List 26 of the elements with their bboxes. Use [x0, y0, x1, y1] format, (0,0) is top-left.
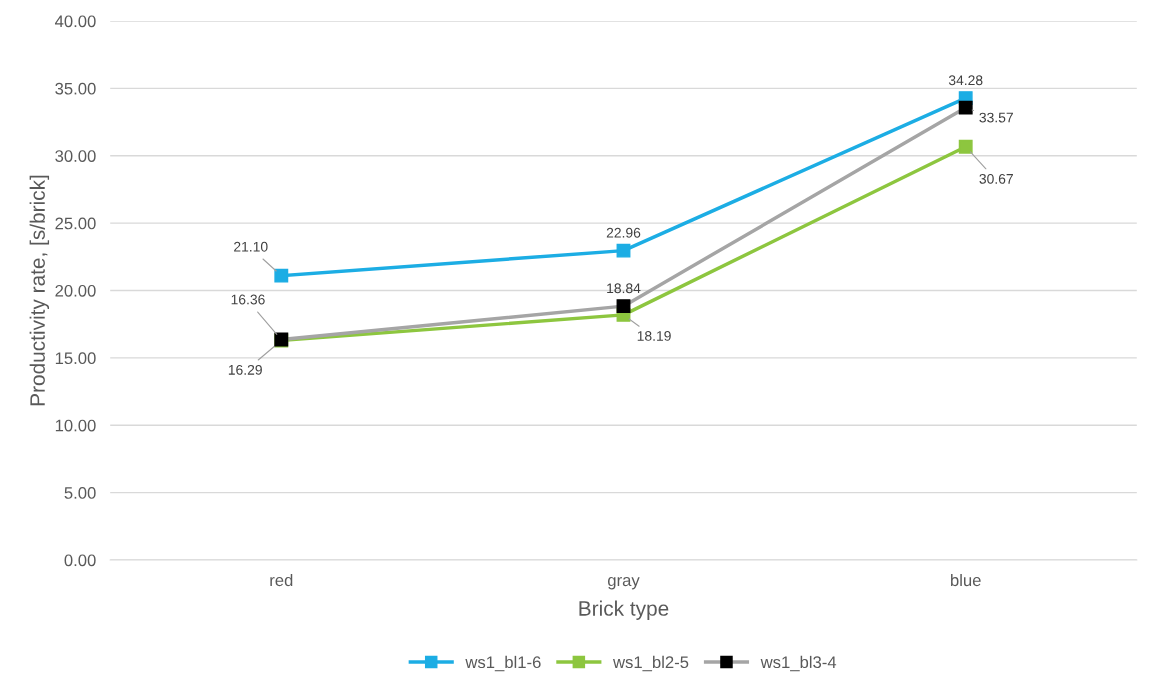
y-tick-label: 40.00 — [54, 15, 96, 28]
data-label: 18.84 — [607, 283, 641, 294]
y-tick-label: 25.00 — [55, 217, 96, 230]
legend-label: ws1_bl1-6 — [465, 655, 541, 672]
data-label: 16.29 — [228, 364, 262, 375]
data-label: 34.28 — [948, 75, 983, 86]
data-label: 30.67 — [979, 173, 1013, 184]
y-tick-label: 0.00 — [64, 554, 96, 567]
x-tick-label: gray — [607, 577, 640, 590]
y-tick-label: 15.00 — [55, 352, 96, 365]
y-tick-label: 5.00 — [64, 487, 96, 499]
data-label: 18.19 — [637, 331, 671, 341]
x-tick-label: red — [270, 573, 293, 587]
y-tick-label: 30.00 — [55, 150, 96, 162]
y-tick-label: 10.00 — [55, 419, 96, 432]
legend-label: ws1_bl3-4 — [760, 655, 837, 672]
data-label: 22.96 — [606, 227, 641, 238]
y-tick-label: 35.00 — [55, 82, 96, 95]
legend-label: ws1_bl2-5 — [612, 655, 689, 672]
y-tick-label: 20.00 — [55, 284, 96, 297]
y-axis-title: Productivity rate, [s/brick] — [29, 175, 50, 406]
data-label: 16.36 — [231, 294, 265, 305]
x-tick-label: blue — [951, 573, 981, 587]
x-axis-title: Brick type — [579, 600, 669, 620]
data-label: 33.57 — [979, 112, 1013, 123]
data-label: 21.10 — [234, 241, 268, 252]
